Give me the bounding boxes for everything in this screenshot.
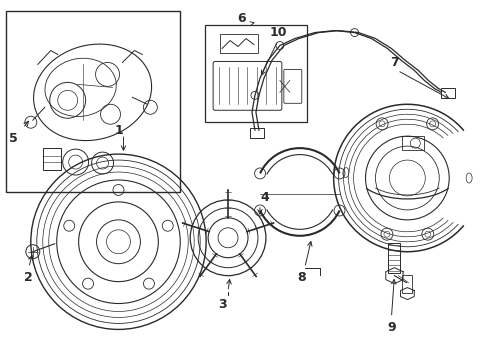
Text: 2: 2 <box>24 271 33 284</box>
Bar <box>42 148 61 170</box>
Text: 10: 10 <box>268 26 286 39</box>
Text: 6: 6 <box>237 12 246 25</box>
Text: 1: 1 <box>114 124 122 137</box>
Bar <box>440 88 454 98</box>
Text: 8: 8 <box>297 271 305 284</box>
Bar <box>387 243 400 273</box>
Text: 7: 7 <box>389 56 398 69</box>
Bar <box>402 275 411 293</box>
Text: 3: 3 <box>217 298 226 311</box>
Bar <box>205 24 306 122</box>
Text: 9: 9 <box>386 321 395 334</box>
Bar <box>6 11 180 192</box>
Bar <box>249 128 264 138</box>
Text: 5: 5 <box>8 132 17 145</box>
Text: 4: 4 <box>260 192 269 204</box>
Bar <box>220 33 258 54</box>
Bar <box>402 136 424 150</box>
